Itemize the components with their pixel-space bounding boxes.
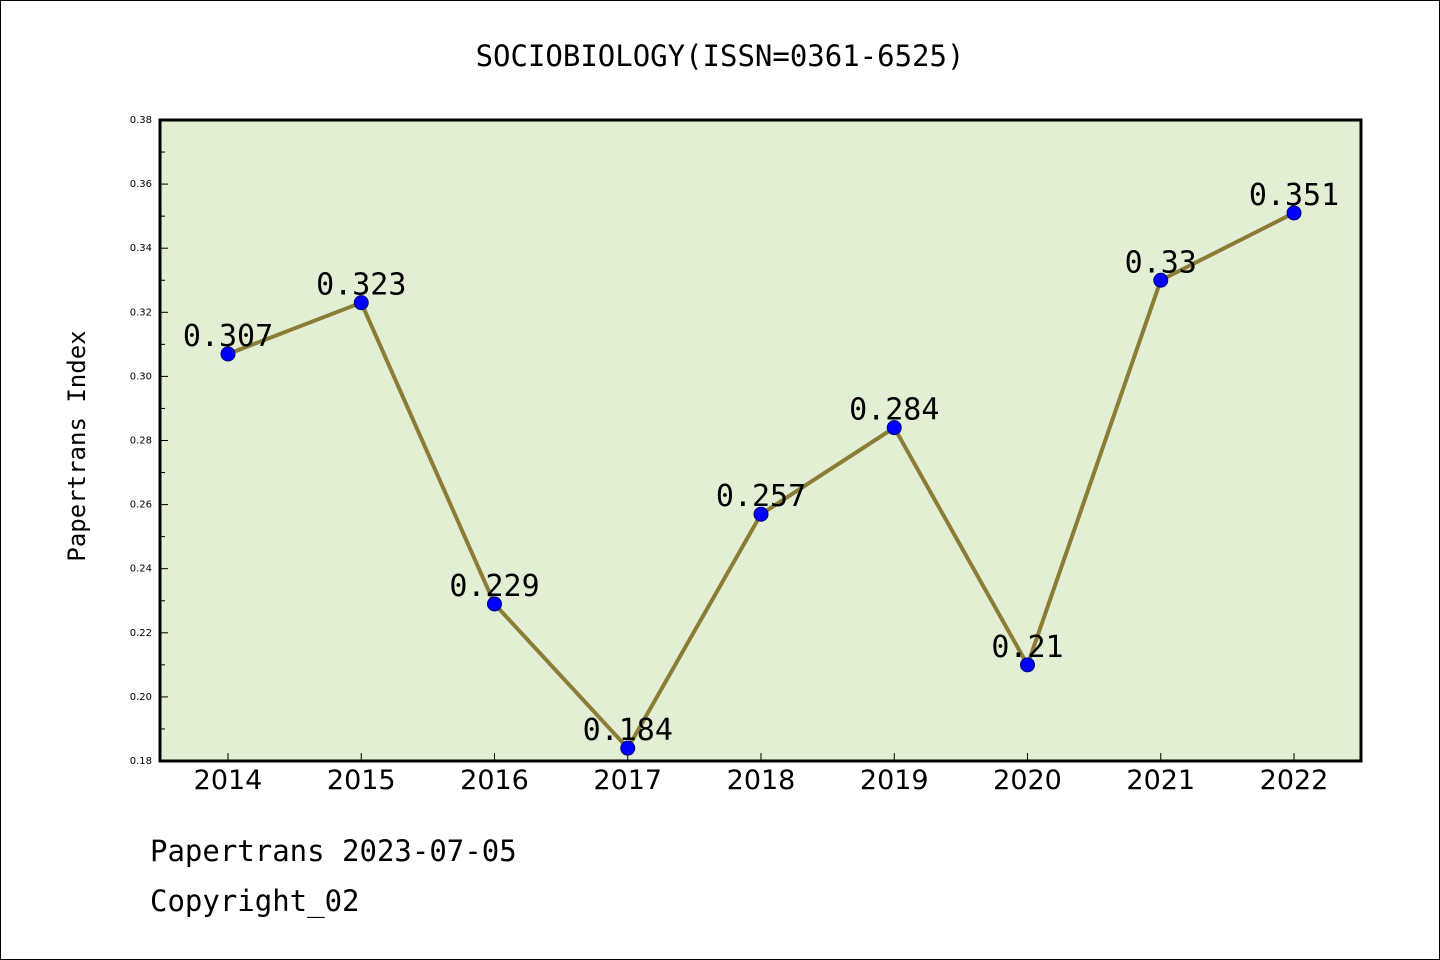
data-point bbox=[353, 295, 369, 311]
data-label: 0.184 bbox=[583, 713, 673, 748]
data-point bbox=[1020, 657, 1035, 673]
data-point bbox=[886, 420, 902, 436]
data-label: 0.323 bbox=[316, 268, 406, 303]
data-point bbox=[620, 740, 636, 756]
y-tick-label: 0.20 bbox=[130, 692, 152, 703]
footer-copyright: Copyright_02 bbox=[150, 884, 360, 918]
y-tick-label: 0.26 bbox=[130, 500, 152, 511]
y-tick-label: 0.22 bbox=[130, 628, 152, 639]
x-tick-label: 2016 bbox=[460, 765, 529, 796]
data-label: 0.284 bbox=[849, 393, 939, 428]
data-point bbox=[1286, 205, 1302, 221]
y-tick-label: 0.34 bbox=[130, 243, 152, 254]
plot-area bbox=[158, 118, 1363, 763]
x-tick-label: 2017 bbox=[593, 765, 662, 796]
y-tick-label: 0.18 bbox=[130, 756, 152, 767]
y-tick-label: 0.30 bbox=[130, 371, 152, 382]
y-tick-label: 0.38 bbox=[130, 115, 152, 126]
x-tick-label: 2018 bbox=[727, 765, 796, 796]
data-label: 0.33 bbox=[1125, 245, 1197, 280]
data-point bbox=[753, 506, 769, 522]
y-tick-label: 0.28 bbox=[130, 436, 152, 447]
x-tick-label: 2020 bbox=[993, 765, 1062, 796]
x-tick-label: 2015 bbox=[327, 765, 396, 796]
chart-title: SOCIOBIOLOGY(ISSN=0361-6525) bbox=[476, 39, 965, 73]
data-point bbox=[220, 346, 236, 362]
data-label: 0.307 bbox=[183, 319, 273, 354]
data-label: 0.21 bbox=[991, 630, 1063, 665]
x-tick-label: 2014 bbox=[194, 765, 263, 796]
data-label: 0.351 bbox=[1249, 178, 1339, 213]
y-axis: 0.18 0.20 0.22 0.24 0.26 0.28 0.30 0.32 0.34 0.36… bbox=[130, 115, 168, 767]
x-tick-label: 2019 bbox=[860, 765, 929, 796]
y-tick-label: 0.36 bbox=[130, 179, 152, 190]
y-tick-label: 0.24 bbox=[130, 564, 152, 575]
data-point bbox=[487, 596, 502, 612]
x-tick-label: 2022 bbox=[1260, 765, 1329, 796]
y-tick-label: 0.32 bbox=[130, 307, 152, 318]
data-series: 0.307 0.323 0.229 0.184 0.257 0.284 0.21 0.33 0.… bbox=[183, 178, 1339, 756]
y-axis-label: Papertrans Index bbox=[63, 330, 91, 561]
x-axis: 2014 2015 2016 2017 2018 2019 2020 2021 2022 bbox=[194, 753, 1329, 796]
data-point bbox=[1153, 272, 1169, 288]
footer-date: Papertrans 2023-07-05 bbox=[150, 834, 517, 868]
data-label: 0.257 bbox=[716, 479, 806, 514]
x-tick-label: 2021 bbox=[1126, 765, 1195, 796]
data-label: 0.229 bbox=[449, 569, 539, 604]
